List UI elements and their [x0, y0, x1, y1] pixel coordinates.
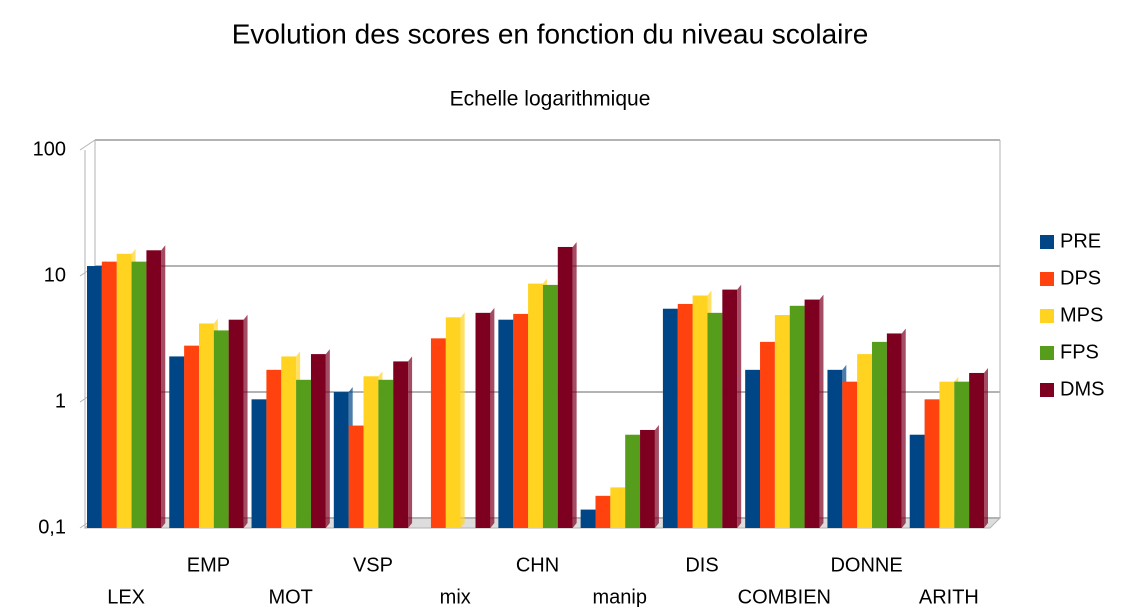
bar	[842, 381, 858, 528]
bar	[662, 308, 678, 528]
bar	[557, 246, 573, 528]
bar-side	[901, 328, 906, 528]
bar	[393, 361, 409, 528]
bar	[692, 295, 708, 528]
bar-side	[460, 312, 465, 528]
legend-label: DMS	[1060, 378, 1104, 400]
legend-label: DPS	[1060, 267, 1101, 289]
y-tick-label: 10	[44, 264, 66, 286]
bar	[857, 354, 873, 528]
legend-label: MPS	[1060, 304, 1103, 326]
bar-side	[243, 314, 248, 528]
x-tick-label: COMBIEN	[738, 586, 831, 607]
y-tick-label: 0,1	[38, 516, 66, 538]
x-tick-label: EMP	[187, 554, 230, 576]
bar-side	[325, 349, 330, 528]
bar	[266, 369, 282, 528]
x-tick-label: CHN	[516, 554, 559, 576]
bar	[640, 429, 655, 528]
bar	[528, 283, 543, 528]
bar	[707, 312, 723, 528]
bar-side	[161, 245, 166, 528]
bar-side	[654, 424, 659, 528]
legend-label: PRE	[1060, 230, 1101, 252]
bar	[169, 356, 185, 528]
bar	[213, 330, 229, 528]
y-tick-label: 1	[55, 390, 66, 412]
bar	[722, 289, 738, 528]
bar	[116, 253, 132, 528]
x-tick-label: DONNE	[830, 554, 902, 576]
x-tick-label: MOT	[268, 586, 312, 607]
bar	[939, 381, 955, 528]
bar-side	[572, 241, 577, 528]
bar	[310, 354, 326, 528]
x-tick-label: mix	[440, 586, 471, 607]
x-tick-label: LEX	[107, 586, 145, 607]
bar	[760, 341, 775, 528]
tick-mark	[79, 139, 96, 151]
bar	[827, 369, 843, 528]
bar	[281, 356, 297, 528]
x-tick-label: manip	[593, 586, 647, 607]
bar	[595, 495, 611, 528]
chart-subtitle: Echelle logarithmique	[450, 88, 651, 111]
bar	[745, 369, 761, 528]
bar	[610, 487, 626, 528]
bar	[348, 425, 364, 528]
bar	[580, 509, 596, 528]
bar	[333, 392, 349, 528]
bar	[924, 399, 940, 528]
bar	[498, 319, 514, 528]
chart-title: Evolution des scores en fonction du nive…	[232, 18, 869, 49]
legend-swatch	[1040, 272, 1054, 286]
bar	[101, 261, 117, 528]
bar	[87, 266, 102, 528]
bar	[228, 319, 244, 528]
x-tick-label: ARITH	[919, 586, 979, 607]
bar	[774, 315, 790, 528]
bar	[198, 323, 214, 528]
bar	[872, 341, 887, 528]
bar	[378, 379, 394, 528]
bar	[445, 317, 461, 528]
bar	[886, 333, 902, 528]
bar	[625, 434, 641, 528]
bar	[430, 338, 446, 528]
legend-swatch	[1040, 383, 1054, 397]
bar	[184, 345, 199, 528]
bar	[969, 372, 984, 528]
x-tick-label: DIS	[685, 554, 718, 576]
bar	[513, 313, 529, 528]
bar	[542, 284, 558, 528]
bar	[363, 376, 379, 528]
bar	[677, 303, 693, 528]
bar	[131, 261, 147, 528]
bar	[296, 379, 311, 528]
y-tick-label: 100	[33, 138, 66, 160]
legend-swatch	[1040, 309, 1054, 323]
legend-swatch	[1040, 346, 1054, 360]
bar-side	[408, 356, 413, 528]
x-tick-label: VSP	[353, 554, 393, 576]
legend-swatch	[1040, 235, 1054, 249]
bar-side	[984, 367, 988, 528]
bar	[251, 399, 267, 528]
bar-side	[819, 294, 824, 528]
bar	[146, 250, 162, 528]
bar	[954, 381, 970, 528]
bar-side	[490, 307, 495, 528]
bar-side	[737, 284, 742, 528]
bar	[804, 299, 820, 528]
bar	[789, 305, 805, 528]
bar	[475, 312, 491, 528]
legend-label: FPS	[1060, 341, 1099, 363]
bar	[909, 434, 925, 528]
